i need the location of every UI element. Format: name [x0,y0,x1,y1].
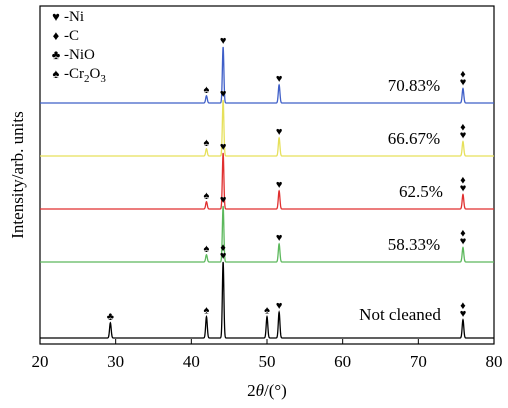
peak-marker-icon: ♥ [276,179,283,191]
series-label: 66.67% [388,129,440,148]
peak-marker-icon: ♠ [204,305,210,317]
plot-frame [39,5,495,345]
series-label: 62.5% [399,182,443,201]
peak-marker-icon: ♠ [204,137,210,149]
peak-marker-icon: ♦ [460,122,466,134]
peak-marker-icon: ♥ [460,130,467,142]
series-label: 70.83% [388,76,440,95]
peak-marker-icon: ♥ [276,300,283,312]
series-line [40,261,494,339]
legend-label: -C [64,28,79,44]
series-annotations: 70.83% 66.67% 62.5% 58.33% Not cleaned [359,76,443,324]
peak-marker-icon: ♥ [220,250,227,262]
legend-symbol-icon: ♥ [52,9,60,24]
peak-marker-icon: ♥ [220,88,227,100]
x-tick-label: 60 [334,352,351,371]
peak-marker-icon: ♥ [220,141,227,153]
legend-symbol-icon: ♠ [53,66,60,81]
peak-marker-icon: ♦ [460,69,466,81]
peak-marker-icon: ♦ [220,242,226,254]
peak-marker-icon: ♥ [460,236,467,248]
peak-marker-icon: ♥ [276,73,283,85]
legend-symbol-icon: ♦ [53,28,60,43]
peak-marker-icon: ♣ [107,311,114,323]
legend-symbol-icon: ♣ [52,47,61,62]
series-line [40,152,494,210]
peak-marker-icon: ♠ [204,243,210,255]
peak-marker-icon: ♦ [460,175,466,187]
series-label: 58.33% [388,235,440,254]
series-traces [40,46,494,339]
x-tick-label: 50 [259,352,276,371]
series-line [40,46,494,104]
peak-marker-icon: ♦ [460,228,466,240]
series-line [40,99,494,157]
peak-marker-icon: ♥ [276,126,283,138]
x-tick-label: 40 [183,352,200,371]
legend: ♥ -Ni ♦ -C♣ -NiO ♠ -Cr2O3 [52,9,107,85]
y-axis-label: Intensity/arb. units [8,111,27,238]
peak-marker-icon: ♥ [460,77,467,89]
x-axis-label: 2θ/(°) [247,381,287,400]
peak-marker-icon: ♠ [204,190,210,202]
x-tick-label: 20 [32,352,49,371]
peak-markers: ♠♥♥ ♦♥♠♥♥ ♦♥♠♥♥ ♦♥♠♥♥ ♦♥♣♠♦♥♠ ♥ ♦♥ [107,35,466,323]
x-axis-ticks: 20 30 40 50 60 70 80 [32,339,503,371]
series-label: Not cleaned [359,305,441,324]
peak-marker-icon: ♥ [220,35,227,47]
peak-marker-icon: ♥ [276,232,283,244]
legend-label: -NiO [64,47,95,63]
x-tick-label: 80 [486,352,503,371]
peak-marker-icon: ♥ [460,308,467,320]
plot-border [39,5,495,345]
legend-label: -Cr2O3 [64,66,106,85]
legend-label: -Ni [64,9,84,25]
x-tick-label: 70 [410,352,427,371]
peak-marker-icon: ♥ [220,194,227,206]
peak-marker-icon: ♠ [204,84,210,96]
peak-marker-icon: ♥ [460,183,467,195]
axis-labels: 2θ/(°) Intensity/arb. units [8,111,287,400]
series-line [40,205,494,263]
peak-marker-icon: ♦ [460,300,466,312]
x-tick-label: 30 [107,352,124,371]
peak-marker-icon: ♠ [264,305,270,317]
